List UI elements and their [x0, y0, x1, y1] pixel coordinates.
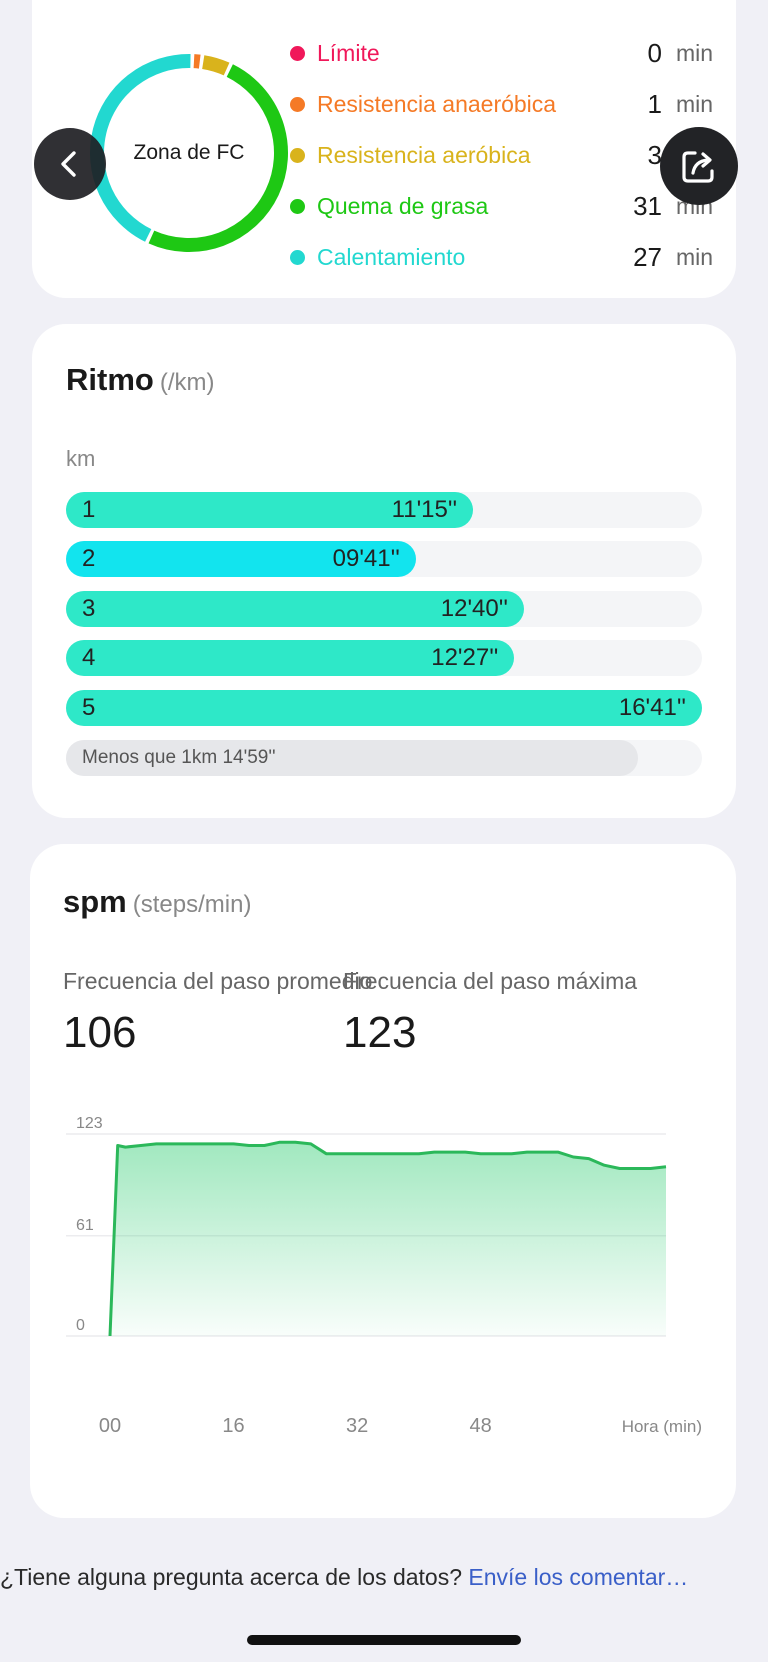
zone-name: Resistencia anaeróbica [317, 90, 557, 117]
zone-name: Quema de grasa [317, 192, 489, 219]
donut-segment [90, 54, 191, 242]
zone-dot [290, 249, 305, 265]
hr-zone-donut-ring [90, 54, 288, 252]
x-tick-label: 00 [99, 1415, 121, 1437]
chevron-left-icon [61, 151, 76, 177]
cadence-chart: 0 61 123 00 16 32 48 Hora (min) [66, 1115, 702, 1437]
pace-unit: (/km) [159, 369, 215, 396]
pace-card: Ritmo (/km) km 1 11'15'' 2 09'41'' 3 12'4… [32, 324, 736, 818]
pace-km-index: 2 [82, 545, 96, 572]
feedback-question: ¿Tiene alguna pregunta acerca de los dat… [0, 1564, 469, 1590]
pace-split-row: 5 16'41'' [66, 690, 702, 726]
hr-zone-donut: Zona de FC [82, 46, 296, 260]
pace-remainder-bar [66, 740, 638, 776]
share-icon [682, 151, 714, 183]
pace-remainder-row: Menos que 1km 14'59'' [66, 740, 702, 776]
pace-km-index: 1 [82, 496, 96, 523]
zone-value: 0 [647, 37, 662, 68]
avg-cadence-label: Frecuencia del paso promedio [63, 968, 373, 994]
pace-axis-label: km [66, 446, 96, 471]
zone-row-fat-burn: Quema de grasa 31 min [290, 186, 720, 226]
cadence-line [108, 1140, 667, 1337]
zone-unit: min [676, 243, 714, 270]
zone-value: 27 [633, 241, 662, 272]
donut-segment [148, 64, 288, 252]
zone-name: Calentamiento [317, 243, 466, 270]
y-tick-label: 123 [76, 1115, 103, 1132]
pace-km-index: 4 [82, 644, 96, 671]
pace-split-row: 1 11'15'' [66, 492, 702, 528]
zone-row-limit: Límite 0 min [290, 33, 720, 73]
pace-split-time: 11'15'' [391, 496, 458, 523]
zone-value: 31 [633, 190, 662, 221]
spm-title: spm (steps/min) [63, 884, 251, 920]
pace-split-time: 12'27'' [431, 644, 499, 671]
zone-row-anaerobic: Resistencia anaeróbica 1 min [290, 84, 720, 124]
zone-name: Límite [317, 39, 380, 66]
feedback-link[interactable]: Envíe los comentar… [468, 1564, 689, 1590]
home-indicator [247, 1635, 521, 1645]
back-button[interactable] [34, 128, 106, 200]
pace-bar: 4 12'27'' [66, 640, 515, 676]
pace-split-time: 16'41'' [618, 694, 686, 721]
spm-unit: (steps/min) [132, 891, 252, 918]
zone-row-aerobic: Resistencia aeróbica 3 min [290, 135, 720, 175]
zone-dot [290, 198, 305, 214]
zone-dot [290, 147, 305, 163]
pace-split-row: 2 09'41'' [66, 541, 702, 577]
pace-remainder-text: Menos que 1km 14'59'' [82, 747, 276, 768]
pace-bar: 2 09'41'' [66, 541, 416, 577]
zone-dot [290, 96, 305, 112]
pace-bar: 1 11'15'' [66, 492, 474, 528]
max-cadence-label: Frecuencia del paso máxima [343, 968, 638, 994]
pace-title: Ritmo (/km) [66, 362, 214, 398]
y-tick-label: 61 [76, 1217, 94, 1234]
zone-unit: min [676, 39, 714, 66]
donut-center-label: Zona de FC [133, 141, 245, 164]
zone-value: 1 [647, 88, 662, 119]
pace-title-text: Ritmo [66, 362, 154, 397]
zone-name: Resistencia aeróbica [317, 141, 531, 168]
cadence-area [110, 1142, 666, 1336]
spm-card: spm (steps/min) Frecuencia del paso prome… [30, 844, 736, 1518]
pace-km-index: 3 [82, 595, 96, 622]
spm-title-text: spm [63, 884, 127, 919]
pace-km-index: 5 [82, 694, 96, 721]
y-tick-label: 0 [76, 1317, 85, 1334]
pace-bar: 3 12'40'' [66, 591, 524, 627]
pace-bar: 5 16'41'' [66, 690, 702, 726]
pace-split-row: 3 12'40'' [66, 591, 702, 627]
pace-split-time: 09'41'' [332, 545, 400, 572]
x-axis-label: Hora (min) [622, 1417, 702, 1436]
zone-value: 3 [647, 139, 662, 170]
donut-segment [201, 55, 230, 76]
hr-zone-card: Zona de FC Límite 0 min Resistencia anae… [32, 0, 736, 298]
feedback-footer: ¿Tiene alguna pregunta acerca de los dat… [0, 1564, 768, 1591]
max-cadence-value: 123 [343, 1008, 417, 1057]
zone-unit: min [676, 90, 714, 117]
zone-dot [290, 45, 305, 61]
x-tick-label: 48 [470, 1415, 492, 1437]
x-tick-label: 32 [346, 1415, 368, 1437]
zone-row-warmup: Calentamiento 27 min [290, 237, 720, 277]
x-tick-label: 16 [222, 1415, 244, 1437]
share-button[interactable] [660, 127, 738, 205]
pace-split-time: 12'40'' [440, 595, 508, 622]
avg-cadence-value: 106 [63, 1008, 137, 1057]
pace-split-row: 4 12'27'' [66, 640, 702, 676]
